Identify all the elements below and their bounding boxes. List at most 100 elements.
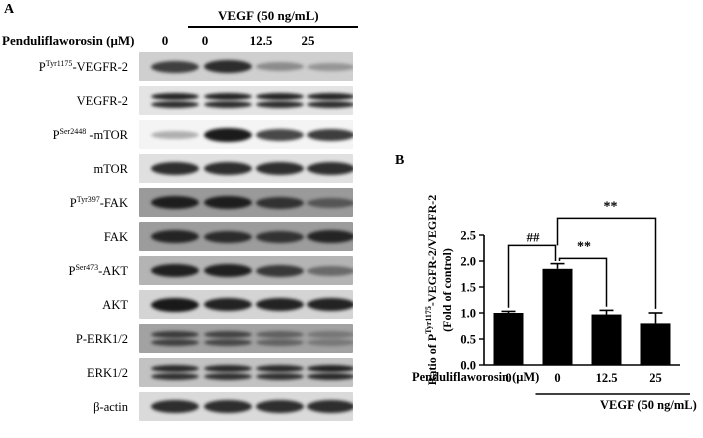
vegf-label: VEGF (50 ng/mL) (218, 8, 319, 23)
blot-band (256, 101, 304, 108)
blot-band (204, 339, 252, 346)
blot-strip-8 (139, 324, 353, 353)
blot-band (307, 373, 353, 380)
blot-band (256, 93, 304, 100)
sig-bracket (556, 217, 657, 309)
blot-band (307, 162, 353, 175)
blot-band (204, 400, 252, 413)
blot-band (256, 365, 304, 372)
blot-strip-1 (139, 86, 353, 115)
blot-band (256, 62, 304, 71)
blot-label-3: mTOR (93, 162, 129, 177)
y-axis-label-line2: (Fold of control) (440, 248, 454, 332)
blot-band (151, 331, 199, 338)
blot-band (204, 298, 252, 311)
blot-label-7: AKT (102, 298, 128, 313)
blot-band (256, 128, 304, 141)
blot-band (151, 339, 199, 346)
blot-band (256, 230, 304, 243)
x-tick-label: 0 (554, 371, 560, 385)
blot-strip-6 (139, 256, 353, 285)
blot-band (307, 339, 353, 346)
bar (542, 268, 573, 365)
y-tick-label: 1.0 (460, 307, 476, 321)
y-tick-label: 0.5 (460, 333, 476, 347)
blot-band (307, 93, 353, 100)
panel-a-letter: A (4, 2, 15, 17)
blot-band (151, 162, 199, 175)
blot-band (307, 128, 353, 141)
lane-label-3: 12.5 (249, 33, 273, 48)
blot-band (307, 331, 353, 338)
blot-band (151, 101, 199, 108)
blot-strip-0 (139, 52, 353, 81)
bar-chart: 0.0 0.5 1.0 1.5 2.0 2.5 Ratio of PTyr1175-VEGF… (424, 195, 690, 395)
blot-band (204, 162, 252, 175)
blot-band (151, 264, 199, 277)
sig-bracket (507, 244, 557, 308)
blot-band (204, 60, 252, 73)
panel-b-letter: B (395, 153, 405, 168)
blot-band (204, 365, 252, 372)
sig-bracket (558, 257, 608, 307)
blot-band (256, 400, 304, 413)
blot-band (256, 298, 304, 311)
chart-treatment-label: Penduliflaworosin (μM) (412, 370, 540, 384)
blot-band (204, 264, 252, 277)
blot-label-8: P-ERK1/2 (75, 332, 128, 347)
bar (493, 313, 524, 365)
blot-band (307, 62, 353, 71)
blot-label-1: VEGFR-2 (76, 94, 128, 109)
blot-band (307, 230, 353, 243)
blot-band (204, 101, 252, 108)
vegf-line (188, 26, 358, 28)
blot-band (256, 331, 304, 338)
treatment-label: Penduliflaworosin (μM) (2, 33, 135, 48)
blot-strip-2 (139, 120, 353, 149)
blot-band (151, 60, 199, 73)
blot-band (307, 197, 353, 208)
blot-strip-7 (139, 290, 353, 319)
blot-band (204, 331, 252, 338)
blot-label-6: PSer473-AKT (68, 263, 128, 279)
blot-band (151, 297, 199, 312)
blot-band (204, 93, 252, 100)
blot-label-10: β-actin (93, 400, 128, 415)
blot-strip-9 (139, 358, 353, 387)
lane-label-1: 0 (161, 33, 169, 48)
chart-vegf-label: VEGF (50 ng/mL) (600, 398, 697, 412)
blot-band (204, 196, 252, 209)
x-tick-label: 25 (649, 371, 662, 385)
blot-band (151, 230, 199, 243)
lane-label-2: 0 (201, 33, 209, 48)
blot-band (307, 265, 353, 276)
y-tick-label: 0.0 (460, 359, 476, 373)
blot-band (151, 373, 199, 380)
blot-band (151, 365, 199, 372)
blot-band (307, 365, 353, 372)
sig-label: ** (577, 239, 591, 254)
blot-strip-5 (139, 222, 353, 251)
blot-band (204, 373, 252, 380)
blot-label-5: FAK (103, 230, 128, 245)
blot-band (256, 264, 304, 277)
y-tick-label: 2.5 (460, 229, 476, 243)
blot-band (204, 230, 252, 243)
bar (640, 323, 671, 365)
blot-band (307, 101, 353, 108)
blot-strip-3 (139, 154, 353, 183)
x-tick-label: 12.5 (596, 371, 618, 385)
blot-band (151, 93, 199, 100)
blot-label-4: PTyr397-FAK (69, 195, 128, 211)
y-axis-label: Ratio of PTyr1175-VEGFR-2/VEGFR-2 (424, 195, 439, 386)
blot-band (256, 339, 304, 346)
sig-label: ## (527, 229, 541, 244)
blot-band (256, 373, 304, 380)
bar (591, 314, 622, 365)
y-tick-label: 2.0 (460, 255, 476, 269)
sig-label: ** (604, 199, 618, 214)
blot-band (151, 130, 199, 139)
blot-band (151, 196, 199, 209)
blot-label-9: ERK1/2 (87, 366, 128, 381)
blot-strip-4 (139, 188, 353, 217)
